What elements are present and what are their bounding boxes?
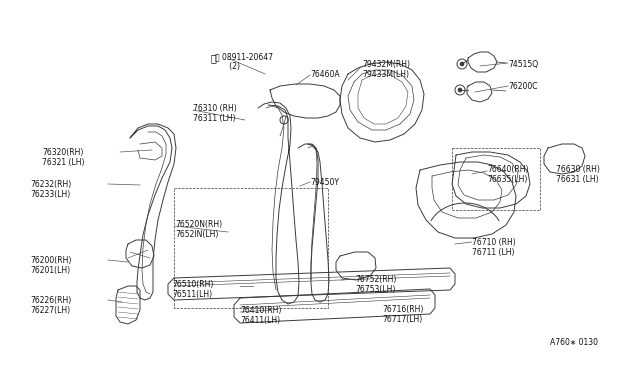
Text: 79432M(RH)
79433M(LH): 79432M(RH) 79433M(LH): [362, 60, 410, 79]
Text: 76640(RH)
76635(LH): 76640(RH) 76635(LH): [487, 165, 529, 185]
Text: 76310 (RH)
76311 (LH): 76310 (RH) 76311 (LH): [193, 104, 237, 124]
Circle shape: [460, 62, 464, 66]
Text: 76510(RH)
76511(LH): 76510(RH) 76511(LH): [172, 280, 213, 299]
Text: 76226(RH)
76227(LH): 76226(RH) 76227(LH): [30, 296, 71, 315]
Text: 76752(RH)
76753(LH): 76752(RH) 76753(LH): [355, 275, 396, 294]
Text: 76716(RH)
76717(LH): 76716(RH) 76717(LH): [382, 305, 424, 324]
Text: Ⓝ: Ⓝ: [210, 53, 216, 63]
Text: Ⓝ 08911-20647
      (2): Ⓝ 08911-20647 (2): [215, 52, 273, 71]
Circle shape: [458, 88, 462, 92]
Text: 76410(RH)
76411(LH): 76410(RH) 76411(LH): [240, 306, 282, 326]
Text: 76520N(RH)
7652IN(LH): 76520N(RH) 7652IN(LH): [175, 220, 222, 240]
Text: 76200(RH)
76201(LH): 76200(RH) 76201(LH): [30, 256, 72, 275]
Text: 79450Y: 79450Y: [310, 178, 339, 187]
Text: 76460A: 76460A: [310, 70, 340, 79]
Text: A760∗ 0130: A760∗ 0130: [550, 338, 598, 347]
Text: 76630 (RH)
76631 (LH): 76630 (RH) 76631 (LH): [556, 165, 600, 185]
Text: 76320(RH)
76321 (LH): 76320(RH) 76321 (LH): [42, 148, 84, 167]
Text: 74515Q: 74515Q: [508, 60, 538, 69]
Text: 76710 (RH)
76711 (LH): 76710 (RH) 76711 (LH): [472, 238, 516, 257]
Text: 76232(RH)
76233(LH): 76232(RH) 76233(LH): [30, 180, 71, 199]
Text: 76200C: 76200C: [508, 82, 538, 91]
